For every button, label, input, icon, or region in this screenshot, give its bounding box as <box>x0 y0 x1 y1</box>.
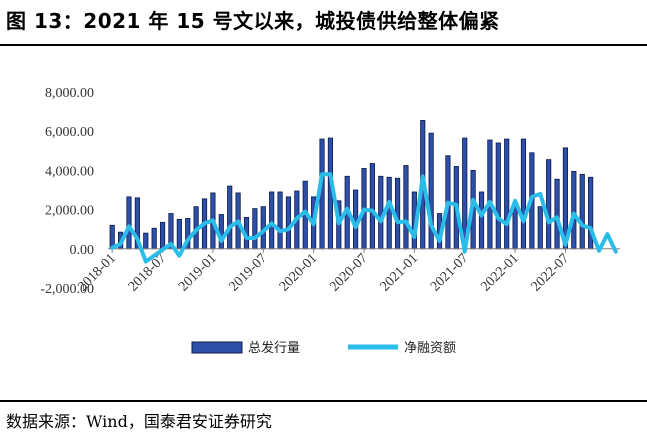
chart: -2,000.00 0.00 2,000.00 4,000.00 6,000.00 8,0… <box>40 86 620 356</box>
y-tick-label: 8,000.00 <box>45 86 94 101</box>
bar <box>495 142 501 250</box>
x-tick-label: 2022-07 <box>529 251 573 295</box>
bar <box>269 191 275 250</box>
x-tick-label: 2020-07 <box>327 251 371 295</box>
bar <box>252 208 258 250</box>
bar <box>386 176 392 250</box>
figure-title: 图 13：2021 年 15 号文以来，城投债供给整体偏紧 <box>6 9 500 33</box>
x-tick-label: 2018-07 <box>126 251 170 295</box>
bar <box>176 218 182 250</box>
legend: 总发行量 净融资额 <box>191 340 456 356</box>
bar <box>554 178 560 250</box>
x-tick-label: 2022-01 <box>478 251 522 295</box>
bar <box>369 163 375 250</box>
legend-bar-swatch <box>191 341 243 354</box>
x-tick-label: 2021-01 <box>378 251 422 295</box>
legend-bar-label: 总发行量 <box>248 340 300 356</box>
x-tick-label: 2019-01 <box>176 251 220 295</box>
bar <box>504 138 510 250</box>
bar <box>378 175 384 250</box>
bar <box>126 196 132 250</box>
x-tick-label: 2020-01 <box>277 251 321 295</box>
bar <box>277 191 283 250</box>
bar <box>159 221 166 250</box>
bar <box>218 214 224 250</box>
bar <box>227 185 233 250</box>
bar <box>151 227 157 250</box>
x-axis-ticks: 2018-01 2018-07 2019-01 2019-07 2020-01 2020-… <box>75 248 573 295</box>
bar <box>571 170 577 250</box>
bar <box>143 232 149 250</box>
source-note: 数据来源：Wind，国泰君安证券研究 <box>6 412 272 431</box>
bar <box>537 206 543 250</box>
bar <box>520 138 527 250</box>
title-rule <box>0 44 647 46</box>
bar <box>579 173 585 250</box>
bar <box>546 159 552 250</box>
source-rule <box>0 400 647 402</box>
x-tick-label: 2021-07 <box>428 251 472 295</box>
y-axis-ticks: -2,000.00 0.00 2,000.00 4,000.00 6,000.00 8,0… <box>40 86 94 297</box>
y-tick-label: 6,000.00 <box>45 125 94 140</box>
y-tick-label: -2,000.00 <box>40 282 94 297</box>
bar <box>487 139 493 250</box>
y-tick-label: 2,000.00 <box>45 204 94 219</box>
y-tick-label: 4,000.00 <box>45 164 94 179</box>
x-tick-label: 2019-07 <box>227 251 271 295</box>
bar-series-total-issuance <box>109 120 594 250</box>
bar <box>403 165 409 250</box>
bar <box>478 191 485 250</box>
legend-line-label: 净融资额 <box>404 341 456 356</box>
bar <box>285 196 292 250</box>
line-series-net-financing <box>110 172 618 264</box>
y-tick-label: 0.00 <box>70 243 95 258</box>
